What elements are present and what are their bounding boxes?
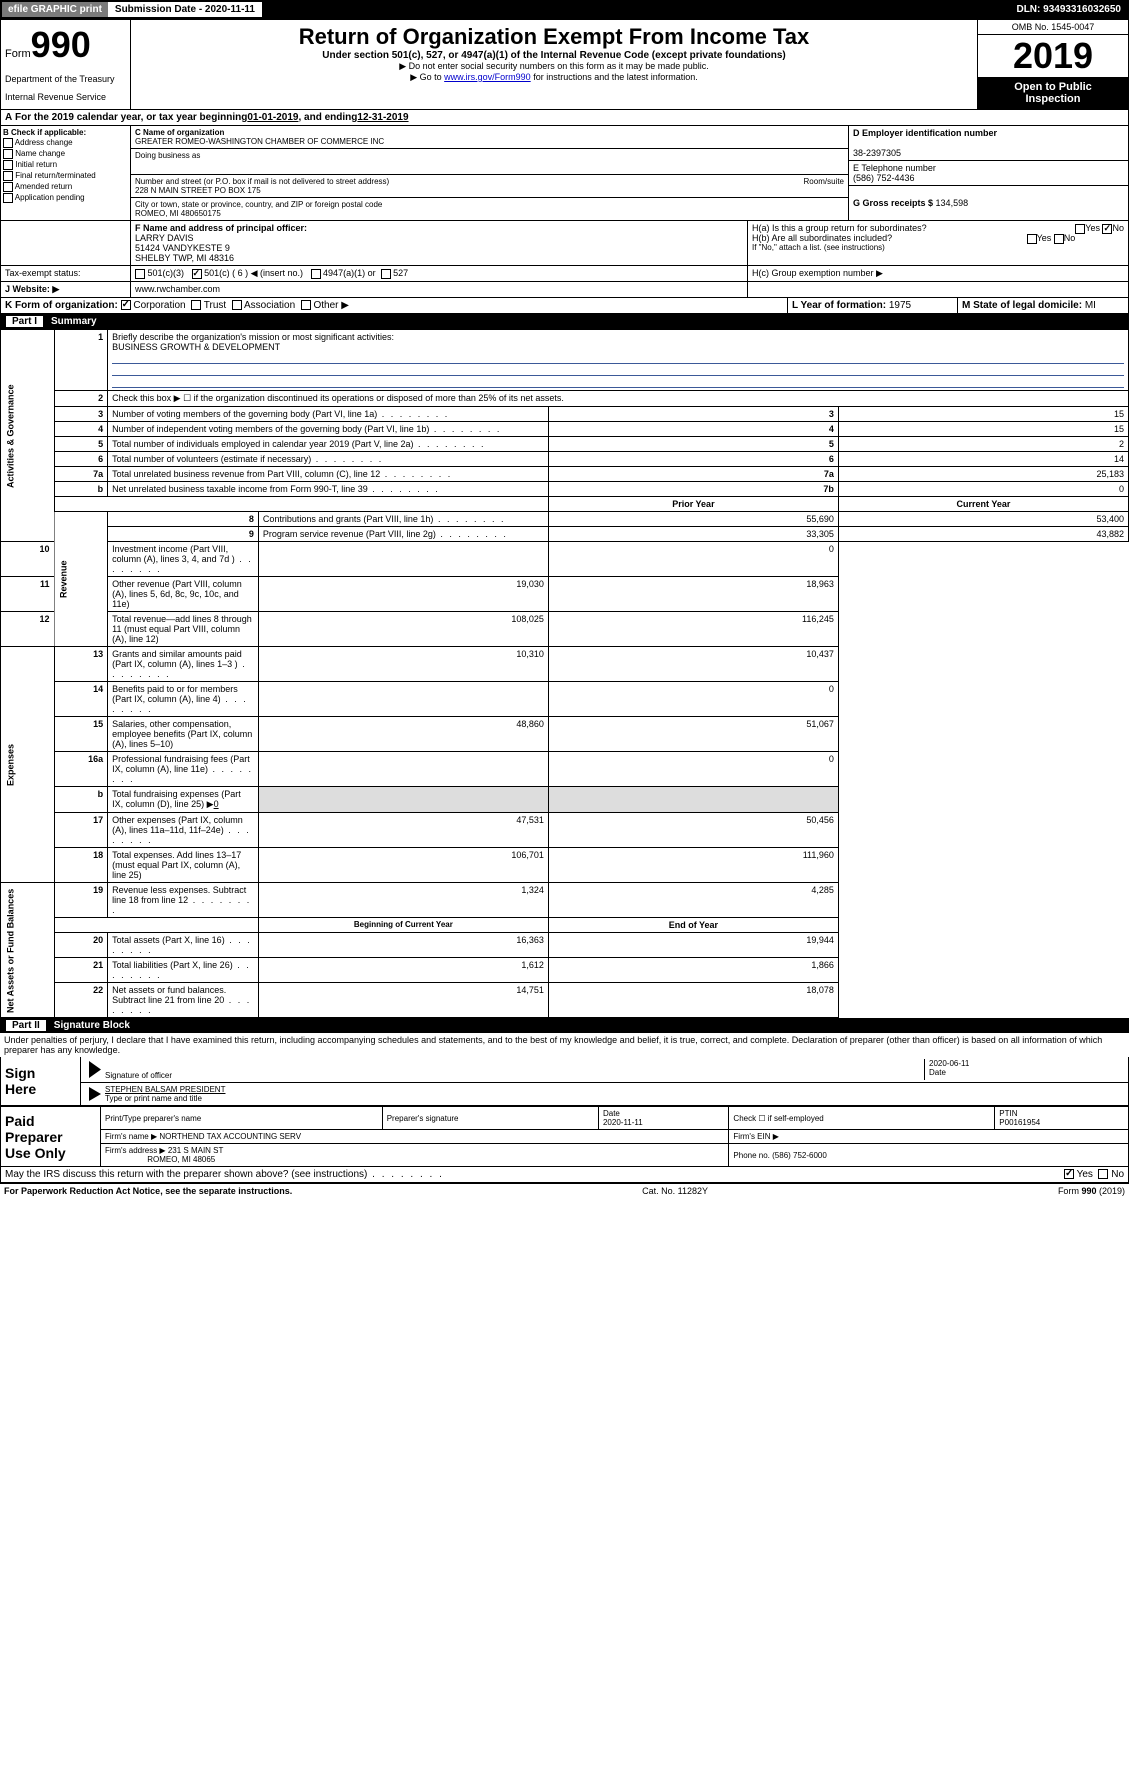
form-prefix: Form — [5, 48, 31, 60]
firm-name: NORTHEND TAX ACCOUNTING SERV — [159, 1132, 301, 1141]
val-4: 15 — [838, 422, 1128, 437]
phone: (586) 752-4436 — [853, 173, 915, 183]
tax-status-row: Tax-exempt status: 501(c)(3) 501(c) ( 6 … — [0, 266, 1129, 282]
form-header: Form990 Department of the Treasury Inter… — [0, 19, 1129, 110]
part-1-header: Part I Summary — [0, 314, 1129, 329]
irs-link[interactable]: www.irs.gov/Form990 — [444, 72, 531, 82]
part-2-header: Part II Signature Block — [0, 1018, 1129, 1033]
officer-name: LARRY DAVIS — [135, 233, 194, 243]
klm-row: K Form of organization: Corporation Trus… — [0, 298, 1129, 314]
officer-group-row: F Name and address of principal officer:… — [0, 221, 1129, 266]
officer-signed-name: STEPHEN BALSAM PRESIDENT — [105, 1085, 225, 1094]
preparer-date: 2020-11-11 — [603, 1118, 643, 1127]
discuss-row: May the IRS discuss this return with the… — [0, 1167, 1129, 1183]
header-bar: efile GRAPHIC print Submission Date - 20… — [0, 0, 1129, 19]
form-number: 990 — [31, 24, 91, 65]
val-6: 14 — [838, 452, 1128, 467]
tax-year: 2019 — [978, 35, 1128, 77]
open-public: Open to PublicInspection — [978, 77, 1128, 109]
submission-date: Submission Date - 2020-11-11 — [109, 2, 262, 17]
efile-btn[interactable]: efile GRAPHIC print — [2, 2, 109, 17]
cb-initial-return[interactable]: Initial return — [3, 160, 128, 170]
paid-preparer-table: PaidPreparerUse Only Print/Type preparer… — [0, 1106, 1129, 1167]
org-address: 228 N MAIN STREET PO BOX 175 — [135, 186, 261, 195]
penalty-text: Under penalties of perjury, I declare th… — [0, 1033, 1129, 1057]
summary-table: Activities & Governance 1 Briefly descri… — [0, 329, 1129, 1018]
footer: For Paperwork Reduction Act Notice, see … — [0, 1183, 1129, 1198]
domicile: MI — [1085, 300, 1096, 311]
gross-receipts: 134,598 — [936, 198, 969, 208]
cb-name-change[interactable]: Name change — [3, 149, 128, 159]
website-row: J Website: ▶ www.rwchamber.com — [0, 282, 1129, 298]
main-title: Return of Organization Exempt From Incom… — [135, 24, 973, 50]
mission: BUSINESS GROWTH & DEVELOPMENT — [112, 342, 280, 352]
side-expenses: Expenses — [1, 647, 55, 883]
year-formation: 1975 — [889, 300, 911, 311]
side-netassets: Net Assets or Fund Balances — [1, 883, 55, 1018]
omb: OMB No. 1545-0047 — [978, 20, 1128, 35]
firm-phone: (586) 752-6000 — [772, 1151, 827, 1160]
box-b: B Check if applicable: Address change Na… — [1, 126, 131, 220]
dept-treasury: Department of the Treasury — [5, 74, 126, 84]
firm-address: 231 S MAIN ST — [168, 1146, 224, 1155]
val-3: 15 — [838, 407, 1128, 422]
val-7a: 25,183 — [838, 467, 1128, 482]
ptin: P00161954 — [999, 1118, 1040, 1127]
dln: DLN: 93493316032650 — [1010, 2, 1127, 17]
cb-amended[interactable]: Amended return — [3, 182, 128, 192]
cb-address-change[interactable]: Address change — [3, 138, 128, 148]
val-5: 2 — [838, 437, 1128, 452]
side-revenue: Revenue — [54, 512, 108, 647]
org-city: ROMEO, MI 480650175 — [135, 209, 221, 218]
val-7b: 0 — [838, 482, 1128, 497]
sign-date: 2020-06-11 — [929, 1059, 969, 1068]
website: www.rwchamber.com — [131, 282, 748, 297]
arrow-icon — [89, 1087, 101, 1101]
side-governance: Activities & Governance — [1, 330, 55, 542]
instruction-2: ▶ Go to www.irs.gov/Form990 for instruct… — [135, 72, 973, 83]
instruction-1: ▶ Do not enter social security numbers o… — [135, 61, 973, 72]
arrow-icon — [89, 1061, 101, 1078]
org-name: GREATER ROMEO-WASHINGTON CHAMBER OF COMM… — [135, 137, 384, 146]
ein: 38-2397305 — [853, 148, 901, 158]
tax-period: A For the 2019 calendar year, or tax yea… — [0, 110, 1129, 126]
entity-section: B Check if applicable: Address change Na… — [0, 126, 1129, 221]
cb-application[interactable]: Application pending — [3, 193, 128, 203]
cb-final-return[interactable]: Final return/terminated — [3, 171, 128, 181]
subtitle: Under section 501(c), 527, or 4947(a)(1)… — [135, 50, 973, 61]
dept-irs: Internal Revenue Service — [5, 92, 126, 102]
sign-section: SignHere Signature of officer 2020-06-11… — [0, 1057, 1129, 1106]
